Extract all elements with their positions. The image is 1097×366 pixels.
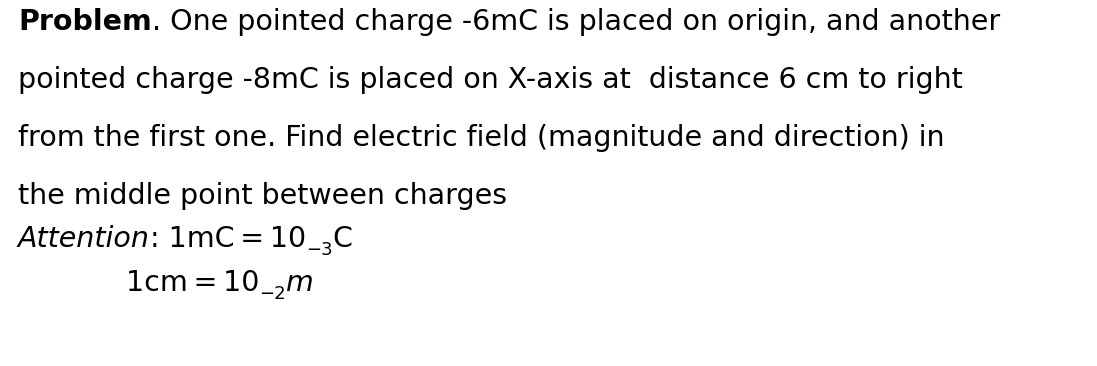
Text: from the first one. Find electric field (magnitude and direction) in: from the first one. Find electric field …	[18, 124, 945, 152]
Text: Problem: Problem	[18, 8, 151, 36]
Text: pointed charge -8mC is placed on X-axis at  distance 6 cm to right: pointed charge -8mC is placed on X-axis …	[18, 66, 963, 94]
Text: −2: −2	[259, 285, 286, 303]
Text: the middle point between charges: the middle point between charges	[18, 182, 507, 210]
Text: : 1mC = 10: : 1mC = 10	[150, 225, 306, 253]
Text: 1cm = 10: 1cm = 10	[126, 269, 259, 297]
Text: . One pointed charge -6mC is placed on origin, and another: . One pointed charge -6mC is placed on o…	[151, 8, 1000, 36]
Text: m: m	[286, 269, 314, 297]
Text: C: C	[332, 225, 352, 253]
Text: Attention: Attention	[18, 225, 150, 253]
Text: −3: −3	[306, 241, 332, 259]
